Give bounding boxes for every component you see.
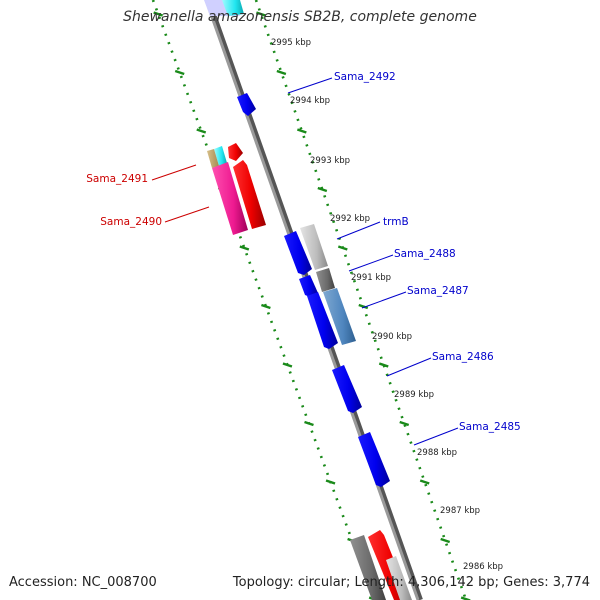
callout-line-sama-2488 [348, 254, 394, 272]
outer-kbp-ring [151, 0, 376, 600]
inner-kbp-ring [254, 0, 468, 600]
inner-major-tick [440, 537, 451, 544]
gene-label-trmb[interactable]: trmB [383, 216, 409, 228]
outer-major-tick [260, 303, 271, 310]
kbp-label: 2988 kbp [417, 448, 457, 458]
outer-major-tick [174, 69, 185, 76]
inner-major-tick [337, 245, 348, 251]
inner-major-tick [399, 420, 410, 427]
inner-major-tick [296, 128, 307, 134]
inner-major-tick [317, 186, 328, 193]
gene-sama-2491[interactable] [207, 143, 243, 168]
outer-major-tick [325, 479, 336, 485]
callout-line-sama-2492 [287, 77, 333, 94]
gene-label-sama-2492[interactable]: Sama_2492 [334, 71, 396, 83]
gene-sama-2488-dark[interactable] [316, 268, 335, 292]
inner-major-tick [276, 69, 287, 76]
callout-line-sama-2486 [386, 357, 432, 377]
gene-trmb-shape[interactable] [284, 231, 312, 275]
kbp-label: 2993 kbp [310, 156, 350, 166]
gene-sama-2491-cyan-segment[interactable] [214, 146, 227, 166]
outer-major-tick [304, 420, 314, 427]
inner-major-tick [460, 596, 471, 600]
gene-trmb-light[interactable] [300, 224, 328, 270]
gene-top-partial-cyan[interactable] [222, 0, 244, 16]
inner-major-tick [419, 479, 430, 485]
gene-sama-2487-shape[interactable] [307, 292, 338, 349]
inner-major-tick [358, 303, 369, 310]
gene-sama-2485-shape[interactable] [358, 432, 390, 487]
kbp-label: 2987 kbp [440, 506, 480, 516]
gene-label-sama-2486[interactable]: Sama_2486 [432, 351, 494, 363]
kbp-label: 2989 kbp [394, 390, 434, 400]
outer-major-tick [282, 362, 293, 368]
outer-major-tick [196, 128, 207, 134]
map-title: Shewanella amazonensis SB2B, complete ge… [123, 9, 477, 25]
gene-sama-2490[interactable] [212, 160, 266, 235]
gene-label-sama-2490[interactable]: Sama_2490 [100, 216, 162, 228]
gene-bottom-light[interactable] [386, 556, 412, 600]
gene-label-sama-2487[interactable]: Sama_2487 [407, 285, 469, 297]
gene-sama-2491-shape[interactable] [228, 143, 243, 161]
gene-label-sama-2491[interactable]: Sama_2491 [86, 173, 148, 185]
inner-major-tick [378, 362, 389, 368]
gene-label-sama-2488[interactable]: Sama_2488 [394, 248, 456, 260]
gene-sama-2487-steel[interactable] [323, 288, 356, 345]
inner-major-tick [256, 11, 266, 17]
kbp-label: 2994 kbp [290, 96, 330, 106]
gene-bottom-dark[interactable] [350, 535, 386, 600]
callout-line-sama-2485 [413, 427, 459, 446]
kbp-label: 2995 kbp [271, 38, 311, 48]
gene-sama-2490-shape[interactable] [212, 162, 248, 235]
accession-text: Accession: NC_008700 [9, 575, 157, 590]
gene-sama-2486-shape[interactable] [332, 365, 362, 413]
outer-major-tick [153, 11, 164, 17]
gene-sama-2490-red-part[interactable] [233, 160, 266, 229]
outer-major-tick [239, 245, 250, 251]
callout-line-trmb [336, 221, 381, 240]
topology-summary: Topology: circular; Length: 4,306,142 bp… [232, 575, 590, 590]
callout-line-sama-2490 [164, 206, 210, 223]
kbp-label: 2991 kbp [351, 273, 391, 283]
gene-sama-2491-tan-segment[interactable] [207, 149, 219, 168]
callout-line-sama-2487 [361, 291, 407, 309]
gene-sama-2492-shape[interactable] [237, 93, 256, 116]
gene-label-sama-2485[interactable]: Sama_2485 [459, 421, 521, 433]
gene-sama-2488-shape[interactable] [299, 275, 318, 297]
callout-line-sama-2491 [151, 164, 197, 181]
kbp-label: 2990 kbp [372, 332, 412, 342]
kbp-label: 2986 kbp [463, 562, 503, 572]
kbp-label: 2992 kbp [330, 214, 370, 224]
